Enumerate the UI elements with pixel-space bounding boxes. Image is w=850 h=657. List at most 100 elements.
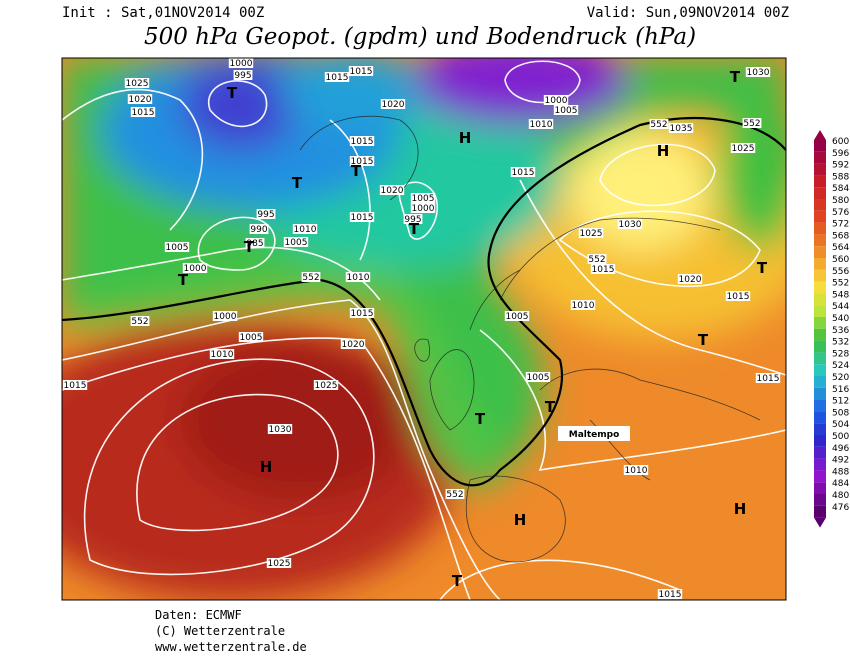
colorbar-cell: [814, 482, 826, 494]
map-area: 1025102010150401000995T10151015102010151…: [36, 58, 786, 600]
colorbar-label: 552: [832, 279, 849, 289]
pressure-center: T: [227, 84, 238, 102]
pressure-center: T: [351, 162, 362, 180]
label-bg: [256, 209, 276, 219]
isobar-label: 1005: [555, 106, 578, 116]
label-bg: [543, 95, 569, 105]
colorbar-cell: [814, 494, 826, 506]
colorbar-label: 508: [832, 408, 849, 418]
isobar-label: 1015: [757, 374, 780, 384]
colorbar-label: 536: [832, 326, 849, 336]
colorbar-label: 492: [832, 456, 849, 466]
label-bg: [403, 214, 423, 224]
label-bg: [677, 274, 703, 284]
isobar-label: 1020: [381, 186, 404, 196]
label-bg: [267, 424, 293, 434]
label-bg: [348, 66, 374, 76]
isobar-label: 1015: [351, 137, 374, 147]
colorbar-label: 528: [832, 349, 849, 359]
label-bg: [266, 558, 292, 568]
colorbar-cell: [814, 340, 826, 353]
label-bg: [379, 185, 405, 195]
isobar-label: 1020: [342, 340, 365, 350]
colorbar-label: 544: [832, 302, 849, 312]
isobar-label: 1025: [315, 381, 338, 391]
label-bg: [249, 224, 269, 234]
label-bg: [725, 291, 751, 301]
label-bg: [124, 78, 150, 88]
isobar-label: 1030: [747, 68, 770, 78]
website: www.wetterzentrale.de: [155, 640, 307, 654]
label-bg: [649, 119, 669, 129]
isobar-label: 985: [246, 239, 263, 249]
colorbar-label: 484: [832, 479, 849, 489]
isobar-label: 552: [743, 119, 760, 129]
label-bg: [340, 339, 366, 349]
colorbar-label: 548: [832, 290, 849, 300]
label-bg: [209, 349, 235, 359]
map-title: 500 hPa Geopot. (gpdm) und Bodendruck (h…: [144, 24, 696, 50]
isobar-label: 1015: [592, 265, 615, 275]
isobar-label: 1000: [230, 59, 253, 69]
pressure-center: T: [475, 410, 486, 428]
pressure-center: T: [452, 572, 463, 590]
colorbar-cell: [814, 140, 826, 152]
label-bg: [504, 311, 530, 321]
colorbar-label: 524: [832, 361, 849, 371]
label-bg: [410, 203, 436, 213]
isobar-label: 1005: [506, 312, 529, 322]
colorbar-label: 516: [832, 385, 849, 395]
label-bg: [313, 380, 339, 390]
label-bg: [182, 263, 208, 273]
isobar-label: 1010: [530, 120, 553, 130]
isobar-label: 995: [257, 210, 274, 220]
isobar-label: 552: [446, 490, 463, 500]
label-bg: [349, 212, 375, 222]
colorbar-label: 580: [832, 196, 849, 206]
label-bg: [755, 373, 781, 383]
isobar-label: 1015: [351, 213, 374, 223]
isobar-label: 1020: [382, 100, 405, 110]
label-bg: [36, 93, 55, 103]
label-bg: [301, 272, 321, 282]
label-bg: [445, 489, 465, 499]
label-bg: [617, 219, 643, 229]
label-bg: [238, 332, 264, 342]
isobar-label: 1000: [545, 96, 568, 106]
colorbar-cell: [814, 293, 826, 306]
colorbar-cell: [814, 199, 826, 211]
colorbar-cell: [814, 317, 826, 329]
label-bg: [623, 465, 649, 475]
colorbar-tip: [814, 517, 826, 528]
label-bg: [668, 123, 694, 133]
pressure-center: T: [244, 238, 255, 256]
colorbar-label: 476: [832, 503, 849, 513]
label-bg: [349, 156, 375, 166]
isobar-label: 1015: [64, 381, 87, 391]
colorbar-cell: [814, 234, 826, 247]
label-bg: [380, 99, 406, 109]
isobar-label: 552: [131, 317, 148, 327]
colorbar-label: 560: [832, 255, 849, 265]
isobar-label: 1015: [132, 108, 155, 118]
isobar-label: 1025: [732, 144, 755, 154]
colorbar-label: 564: [832, 243, 849, 253]
isobar-label: 1015: [351, 309, 374, 319]
label-bg: [324, 72, 350, 82]
map-frame: [61, 57, 787, 601]
isobar-label: 552: [302, 273, 319, 283]
label-bg: [578, 228, 604, 238]
pressure-center: T: [409, 220, 420, 238]
colorbar-label: 504: [832, 420, 849, 430]
isobar-label: 1000: [184, 264, 207, 274]
isobar-label: 1020: [679, 275, 702, 285]
colorbar-cell: [814, 399, 826, 412]
label-bg: [410, 193, 436, 203]
colorbar-cell: [814, 411, 826, 424]
colorbar-label: 540: [832, 314, 849, 324]
annotation: Maltempo: [569, 430, 620, 440]
colorbar-cell: [814, 328, 826, 341]
colorbar-cell: [814, 222, 826, 235]
copyright: (C) Wetterzentrale: [155, 624, 285, 638]
